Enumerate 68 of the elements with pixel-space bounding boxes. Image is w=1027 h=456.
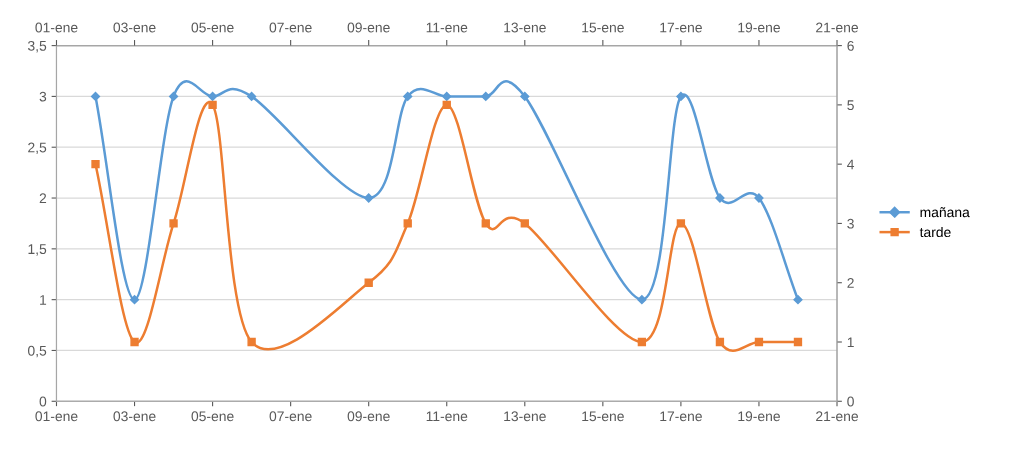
point [715,337,725,347]
y2-tick-label: 1 [847,337,854,348]
point [208,100,217,110]
x2-tick-label: 01-ene [35,22,78,33]
x2-tick-label: 15-ene [582,22,624,33]
x-tick-label: 01-ene [35,411,78,422]
point [793,295,803,305]
y-tick-label: 3 [39,91,47,102]
point [168,91,179,102]
x2-tick-label: 11-ene [426,22,468,33]
point [207,91,218,102]
point [793,337,803,347]
legend-label: tarde [919,226,951,238]
point [481,219,490,228]
x2-tick-label: 17-ene [660,22,702,33]
point [676,219,686,228]
point [637,337,647,347]
y-tick-label: 0,5 [28,345,47,358]
y-tick-label: 1 [40,295,47,305]
point [247,337,256,347]
x2-tick-label: 21-ene [816,22,859,33]
point [169,219,178,228]
x-tick-label: 21-ene [816,411,859,422]
point [129,295,140,305]
x-tick-label: 19-ene [738,411,780,422]
x-tick-label: 11-ene [426,411,468,422]
y2-tick-label: 2 [847,278,854,288]
point [91,159,100,169]
point [90,91,101,102]
point [403,219,412,228]
point [364,193,374,203]
x-tick-label: 05-ene [191,411,234,422]
x2-tick-label: 13-ene [504,22,546,33]
point [520,91,530,102]
point [403,91,413,102]
point [481,91,491,102]
point [715,193,725,203]
x-tick-label: 15-ene [582,411,624,422]
y2-tick-label: 4 [847,159,855,170]
x-tick-label: 07-ene [269,411,312,422]
legend-label: mañana [920,207,970,218]
point [442,100,451,110]
y2-tick-label: 0 [847,396,854,407]
y-tick-label: 0 [39,396,47,407]
x-tick-label: 13-ene [504,411,546,422]
point [520,219,529,228]
y2-tick-label: 5 [847,100,854,111]
point [130,337,139,347]
point [754,337,764,347]
x-tick-label: 17-ene [660,411,702,422]
point [442,91,452,102]
y2-tick-label: 6 [847,40,854,51]
x2-tick-label: 07-ene [269,22,312,33]
y-tick-label: 3,5 [27,40,47,53]
x2-tick-label: 03-ene [113,22,156,33]
x2-tick-label: 09-ene [347,22,390,33]
x-tick-label: 09-ene [347,411,390,422]
y-tick-label: 2,5 [28,142,47,155]
x-tick-label: 03-ene [113,411,156,422]
point [246,91,257,102]
point [364,278,373,287]
x2-tick-label: 05-ene [191,22,234,33]
y-tick-label: 2 [39,193,47,204]
point [637,295,647,305]
y-tick-label: 1,5 [28,244,47,256]
y2-tick-label: 3 [847,218,854,229]
x2-tick-label: 19-ene [738,22,780,33]
point [676,91,686,102]
